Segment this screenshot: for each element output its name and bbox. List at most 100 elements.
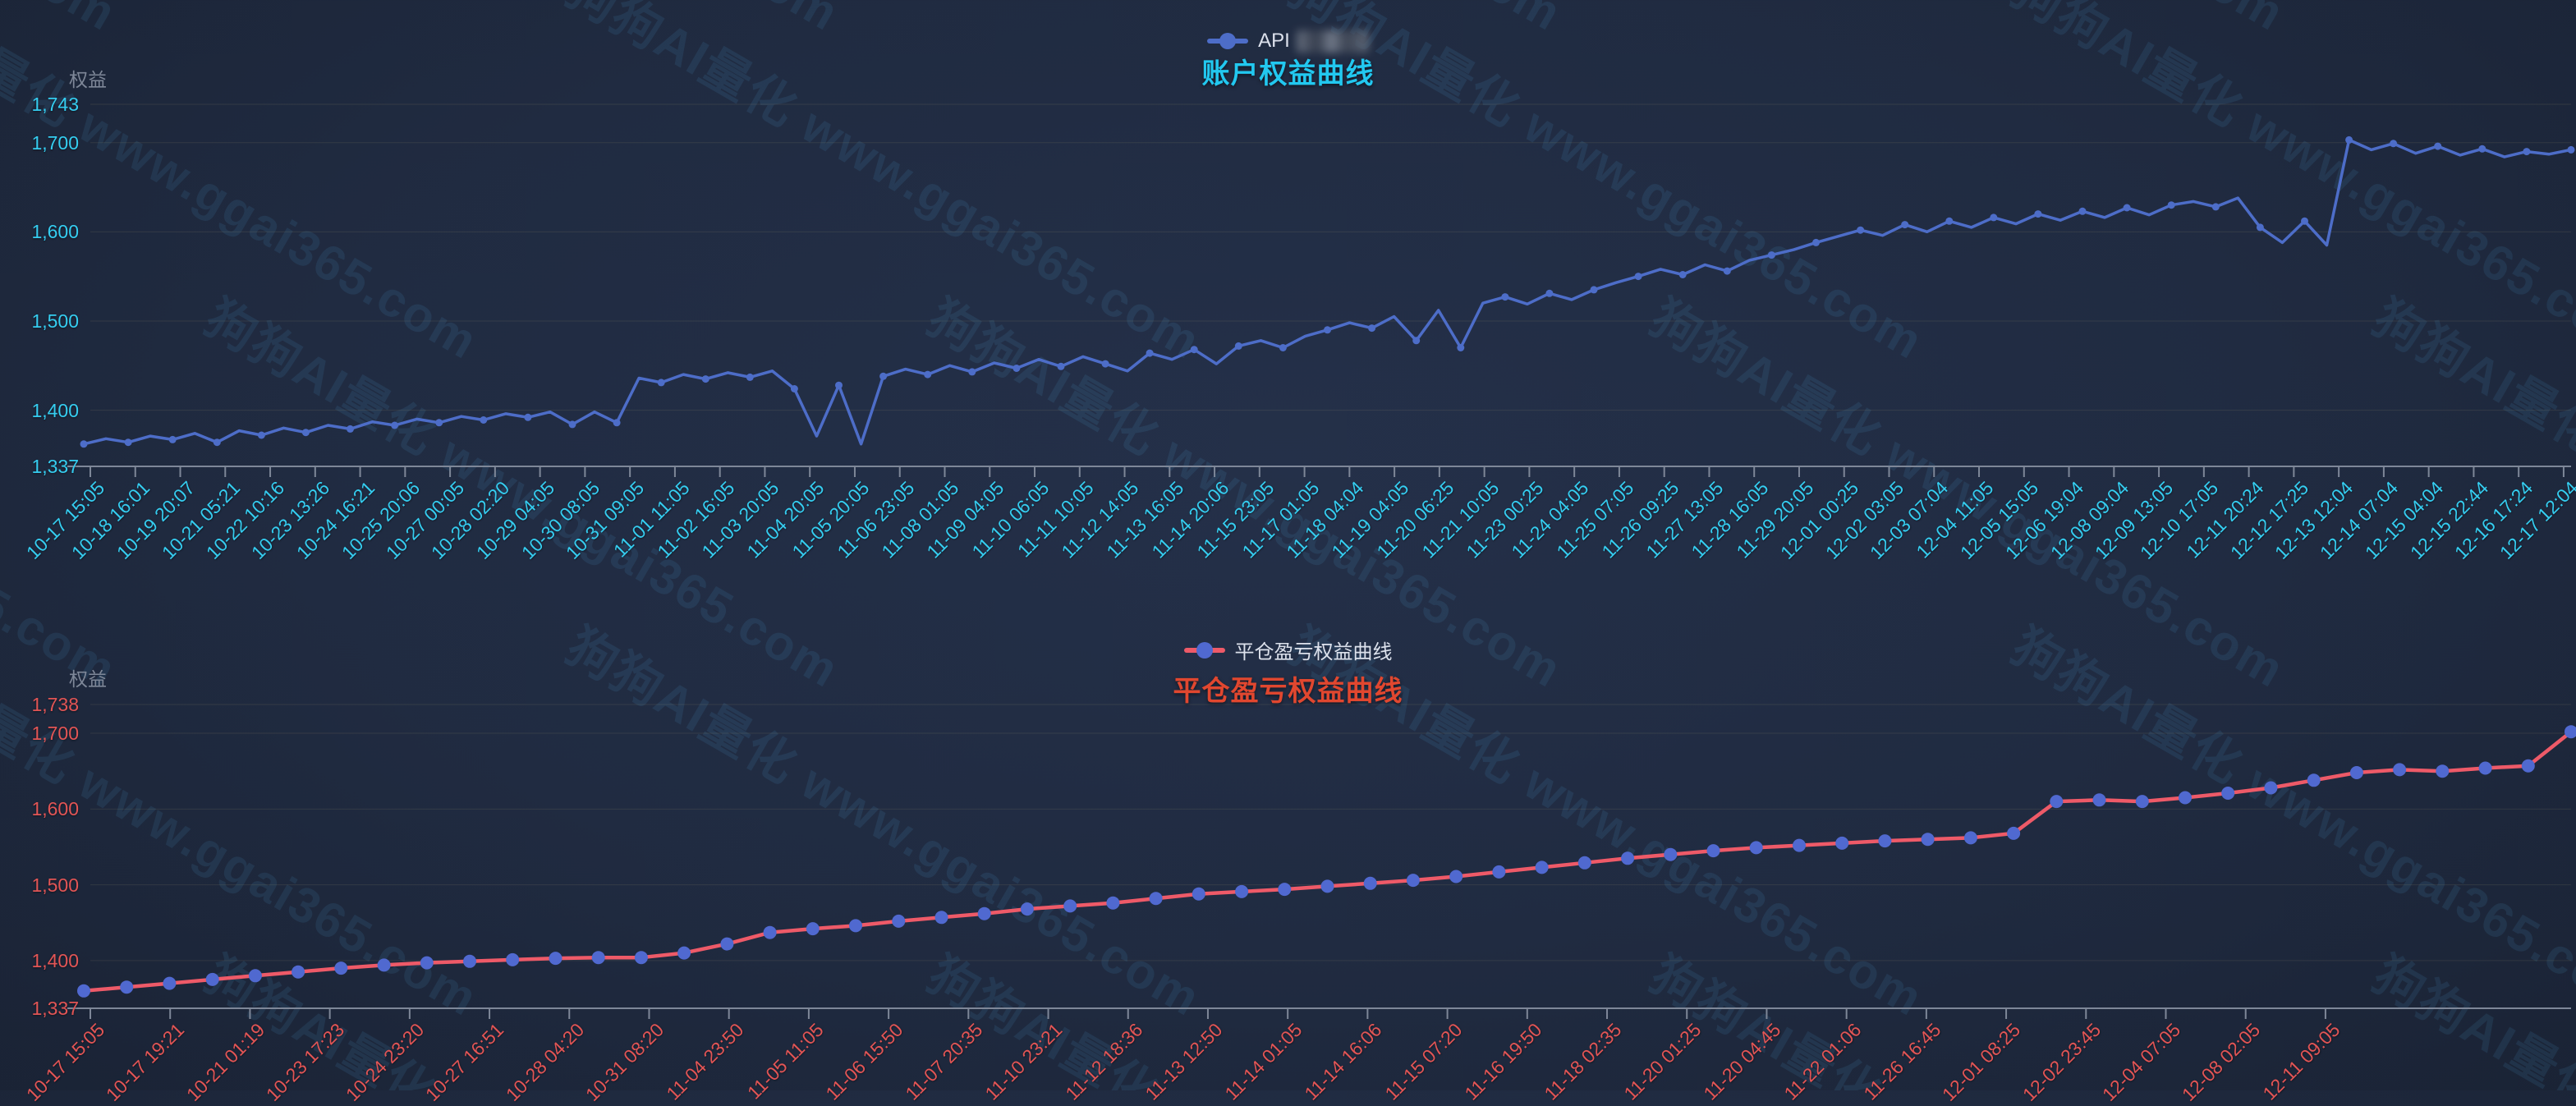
data-point-marker[interactable] <box>658 379 665 386</box>
data-point-marker[interactable] <box>1368 324 1375 332</box>
data-point-marker[interactable] <box>334 961 347 975</box>
data-point-marker[interactable] <box>506 953 519 966</box>
data-point-marker[interactable] <box>2212 203 2220 210</box>
data-point-marker[interactable] <box>2350 766 2363 779</box>
data-point-marker[interactable] <box>569 420 576 428</box>
data-point-marker[interactable] <box>2136 795 2149 808</box>
data-point-marker[interactable] <box>302 429 310 436</box>
data-point-marker[interactable] <box>1058 363 1065 370</box>
data-point-marker[interactable] <box>1545 290 1553 297</box>
legend-account-equity[interactable]: API <box>0 30 2576 53</box>
data-point-marker[interactable] <box>1793 839 1806 852</box>
data-point-marker[interactable] <box>2523 148 2530 155</box>
data-point-marker[interactable] <box>1106 897 1119 910</box>
legend-closed-pnl[interactable]: 平仓盈亏权益曲线 <box>0 636 2576 664</box>
data-point-marker[interactable] <box>524 414 531 421</box>
data-point-marker[interactable] <box>1679 271 1687 278</box>
data-point-marker[interactable] <box>677 947 691 960</box>
data-point-marker[interactable] <box>1235 885 1248 898</box>
data-point-marker[interactable] <box>1878 834 1891 847</box>
data-point-marker[interactable] <box>292 966 305 979</box>
data-point-marker[interactable] <box>163 977 176 990</box>
data-point-marker[interactable] <box>2034 210 2041 218</box>
data-point-marker[interactable] <box>1012 365 1020 372</box>
data-point-marker[interactable] <box>1492 865 1505 879</box>
data-point-marker[interactable] <box>1021 902 1034 916</box>
data-point-marker[interactable] <box>1945 218 1953 225</box>
data-point-marker[interactable] <box>2079 208 2087 215</box>
data-point-marker[interactable] <box>791 385 798 392</box>
data-point-marker[interactable] <box>968 368 976 375</box>
data-point-marker[interactable] <box>1536 860 1549 874</box>
data-point-marker[interactable] <box>2221 787 2234 800</box>
data-point-marker[interactable] <box>169 436 177 443</box>
data-point-marker[interactable] <box>1235 342 1242 350</box>
data-point-marker[interactable] <box>924 371 931 379</box>
data-point-marker[interactable] <box>120 980 133 994</box>
data-point-marker[interactable] <box>702 375 709 383</box>
data-point-marker[interactable] <box>391 422 398 429</box>
data-point-marker[interactable] <box>1621 851 1634 865</box>
data-point-marker[interactable] <box>1457 344 1464 351</box>
data-point-marker[interactable] <box>2264 782 2277 795</box>
data-point-marker[interactable] <box>1449 870 1462 883</box>
data-point-marker[interactable] <box>347 425 354 433</box>
data-point-marker[interactable] <box>206 973 219 986</box>
data-point-marker[interactable] <box>1591 286 1598 293</box>
data-point-marker[interactable] <box>2124 204 2131 212</box>
data-point-marker[interactable] <box>258 432 265 439</box>
data-point-marker[interactable] <box>420 957 434 970</box>
data-point-marker[interactable] <box>2168 201 2175 209</box>
data-point-marker[interactable] <box>1324 326 1331 333</box>
data-point-marker[interactable] <box>1812 239 1820 246</box>
data-point-marker[interactable] <box>1192 888 1205 901</box>
data-point-marker[interactable] <box>1412 337 1420 344</box>
data-point-marker[interactable] <box>2393 763 2406 776</box>
data-point-marker[interactable] <box>1279 344 1287 351</box>
data-point-marker[interactable] <box>1063 899 1077 912</box>
data-point-marker[interactable] <box>2434 143 2441 150</box>
data-point-marker[interactable] <box>1857 227 1864 234</box>
data-point-marker[interactable] <box>879 373 887 380</box>
data-point-marker[interactable] <box>2179 792 2192 805</box>
data-point-marker[interactable] <box>2050 795 2063 808</box>
data-point-marker[interactable] <box>1146 350 1154 357</box>
data-point-marker[interactable] <box>1664 848 1677 861</box>
data-point-marker[interactable] <box>2436 764 2449 778</box>
data-point-marker[interactable] <box>1102 360 1109 368</box>
data-point-marker[interactable] <box>480 416 487 424</box>
data-point-marker[interactable] <box>80 440 88 447</box>
data-point-marker[interactable] <box>2479 762 2492 775</box>
data-point-marker[interactable] <box>592 951 605 964</box>
data-point-marker[interactable] <box>764 926 777 939</box>
data-point-marker[interactable] <box>1635 273 1642 280</box>
data-point-marker[interactable] <box>2301 218 2308 225</box>
data-point-marker[interactable] <box>549 952 562 965</box>
data-point-marker[interactable] <box>1191 346 1198 353</box>
data-point-marker[interactable] <box>2257 223 2264 231</box>
data-point-marker[interactable] <box>1901 221 1908 228</box>
data-point-marker[interactable] <box>978 907 991 920</box>
data-point-marker[interactable] <box>2568 146 2575 154</box>
data-point-marker[interactable] <box>1750 841 1763 854</box>
data-point-marker[interactable] <box>1964 831 1977 844</box>
data-point-marker[interactable] <box>806 922 820 935</box>
data-point-marker[interactable] <box>2390 140 2397 147</box>
data-point-marker[interactable] <box>1990 213 1997 221</box>
data-point-marker[interactable] <box>249 969 262 982</box>
data-point-marker[interactable] <box>1724 268 1731 275</box>
data-point-marker[interactable] <box>935 911 948 924</box>
data-point-marker[interactable] <box>1768 251 1775 259</box>
data-point-marker[interactable] <box>1407 874 1420 887</box>
data-point-marker[interactable] <box>435 419 443 426</box>
series-line[interactable] <box>84 732 2571 991</box>
data-point-marker[interactable] <box>125 438 132 446</box>
data-point-marker[interactable] <box>1578 856 1591 870</box>
data-point-marker[interactable] <box>463 955 476 968</box>
data-point-marker[interactable] <box>1321 879 1334 893</box>
data-point-marker[interactable] <box>214 438 221 446</box>
data-point-marker[interactable] <box>613 419 621 426</box>
data-point-marker[interactable] <box>635 951 648 964</box>
data-point-marker[interactable] <box>378 958 391 971</box>
data-point-marker[interactable] <box>1707 844 1720 857</box>
